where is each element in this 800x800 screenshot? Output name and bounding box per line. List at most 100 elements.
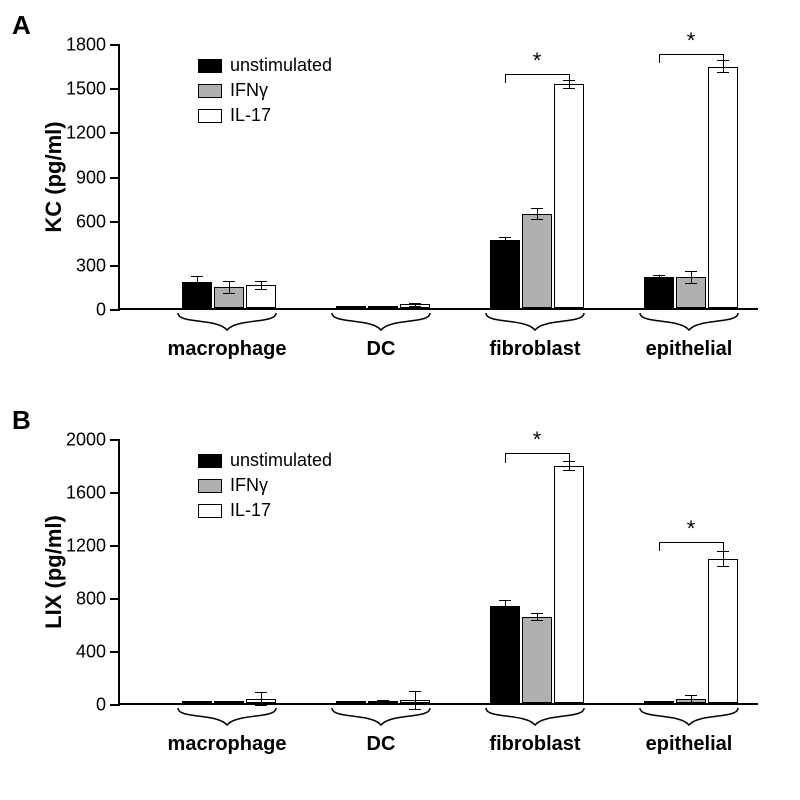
significance-bracket bbox=[659, 542, 723, 543]
bar bbox=[708, 559, 738, 703]
error-cap bbox=[255, 289, 267, 290]
error-cap bbox=[653, 703, 665, 704]
significance-star: * bbox=[687, 516, 696, 542]
legend-item: unstimulated bbox=[198, 55, 332, 76]
y-tick-label: 600 bbox=[76, 211, 106, 232]
significance-bracket-end bbox=[569, 74, 570, 83]
group-label: fibroblast bbox=[489, 338, 580, 361]
group-brace bbox=[177, 707, 277, 735]
error-cap bbox=[653, 275, 665, 276]
bar bbox=[644, 277, 674, 308]
bar bbox=[708, 67, 738, 308]
error-cap bbox=[685, 703, 697, 704]
legend-label: unstimulated bbox=[230, 450, 332, 471]
significance-bracket bbox=[505, 453, 569, 454]
significance-bracket-end bbox=[723, 542, 724, 551]
group-brace bbox=[639, 707, 739, 735]
error-bar bbox=[261, 281, 262, 290]
group-label: epithelial bbox=[646, 733, 733, 756]
significance-bracket-end bbox=[723, 54, 724, 63]
error-cap bbox=[377, 308, 389, 309]
error-bar bbox=[505, 600, 506, 611]
error-bar bbox=[569, 461, 570, 470]
error-cap bbox=[685, 695, 697, 696]
group-label: macrophage bbox=[168, 733, 287, 756]
error-cap bbox=[223, 703, 235, 704]
legend-item: IFNγ bbox=[198, 80, 332, 101]
legend-swatch bbox=[198, 454, 222, 468]
error-cap bbox=[409, 303, 421, 304]
error-cap bbox=[653, 279, 665, 280]
significance-bracket bbox=[659, 54, 723, 55]
error-cap bbox=[499, 611, 511, 612]
error-cap bbox=[191, 286, 203, 287]
legend-label: IFNγ bbox=[230, 475, 268, 496]
significance-star: * bbox=[687, 28, 696, 54]
error-cap bbox=[223, 293, 235, 294]
error-cap bbox=[717, 566, 729, 567]
y-tick bbox=[110, 651, 120, 653]
y-tick bbox=[110, 177, 120, 179]
y-tick bbox=[110, 492, 120, 494]
group-brace bbox=[639, 312, 739, 340]
error-cap bbox=[685, 271, 697, 272]
error-cap bbox=[409, 691, 421, 692]
error-cap bbox=[531, 620, 543, 621]
bar bbox=[522, 214, 552, 308]
legend-item: unstimulated bbox=[198, 450, 332, 471]
bar bbox=[522, 617, 552, 703]
error-cap bbox=[499, 237, 511, 238]
significance-bracket-end bbox=[505, 74, 506, 83]
error-cap bbox=[499, 243, 511, 244]
significance-bracket-end bbox=[659, 542, 660, 551]
group-brace bbox=[485, 707, 585, 735]
error-cap bbox=[531, 613, 543, 614]
legend-label: unstimulated bbox=[230, 55, 332, 76]
panel-a: A KC (pg/ml) 0300600900120015001800 ** u… bbox=[10, 10, 790, 385]
panel-a-y-axis-label: KC (pg/ml) bbox=[41, 121, 67, 232]
y-tick bbox=[110, 309, 120, 311]
group-label: epithelial bbox=[646, 338, 733, 361]
panel-b-chart: 0400800120016002000 ** unstimulatedIFNγI… bbox=[118, 440, 758, 705]
panel-b: B LIX (pg/ml) 0400800120016002000 ** uns… bbox=[10, 405, 790, 780]
y-tick-label: 2000 bbox=[66, 430, 106, 451]
panel-a-label: A bbox=[12, 10, 31, 41]
legend-swatch bbox=[198, 109, 222, 123]
y-tick bbox=[110, 545, 120, 547]
error-cap bbox=[223, 281, 235, 282]
error-bar bbox=[723, 551, 724, 566]
error-bar bbox=[537, 208, 538, 220]
y-tick-label: 1200 bbox=[66, 536, 106, 557]
y-tick-label: 1200 bbox=[66, 123, 106, 144]
error-cap bbox=[531, 219, 543, 220]
figure-root: A KC (pg/ml) 0300600900120015001800 ** u… bbox=[0, 0, 800, 800]
group-brace bbox=[485, 312, 585, 340]
error-cap bbox=[255, 692, 267, 693]
group-brace bbox=[177, 312, 277, 340]
error-cap bbox=[191, 276, 203, 277]
bar bbox=[554, 466, 584, 703]
panel-b-y-axis-label: LIX (pg/ml) bbox=[41, 515, 67, 629]
error-cap bbox=[685, 283, 697, 284]
bar bbox=[490, 606, 520, 703]
significance-star: * bbox=[533, 427, 542, 453]
bar bbox=[490, 240, 520, 308]
error-bar bbox=[691, 271, 692, 283]
error-cap bbox=[499, 600, 511, 601]
error-cap bbox=[563, 470, 575, 471]
significance-bracket-end bbox=[505, 453, 506, 462]
panel-a-chart: 0300600900120015001800 ** unstimulatedIF… bbox=[118, 45, 758, 310]
y-tick-label: 900 bbox=[76, 167, 106, 188]
error-cap bbox=[255, 281, 267, 282]
y-tick bbox=[110, 44, 120, 46]
group-brace bbox=[331, 707, 431, 735]
panel-b-legend: unstimulatedIFNγIL-17 bbox=[198, 450, 332, 525]
error-cap bbox=[717, 72, 729, 73]
significance-bracket bbox=[505, 74, 569, 75]
y-tick-label: 300 bbox=[76, 255, 106, 276]
legend-label: IL-17 bbox=[230, 105, 271, 126]
y-tick bbox=[110, 221, 120, 223]
y-tick-label: 800 bbox=[76, 589, 106, 610]
y-tick bbox=[110, 704, 120, 706]
y-tick bbox=[110, 598, 120, 600]
